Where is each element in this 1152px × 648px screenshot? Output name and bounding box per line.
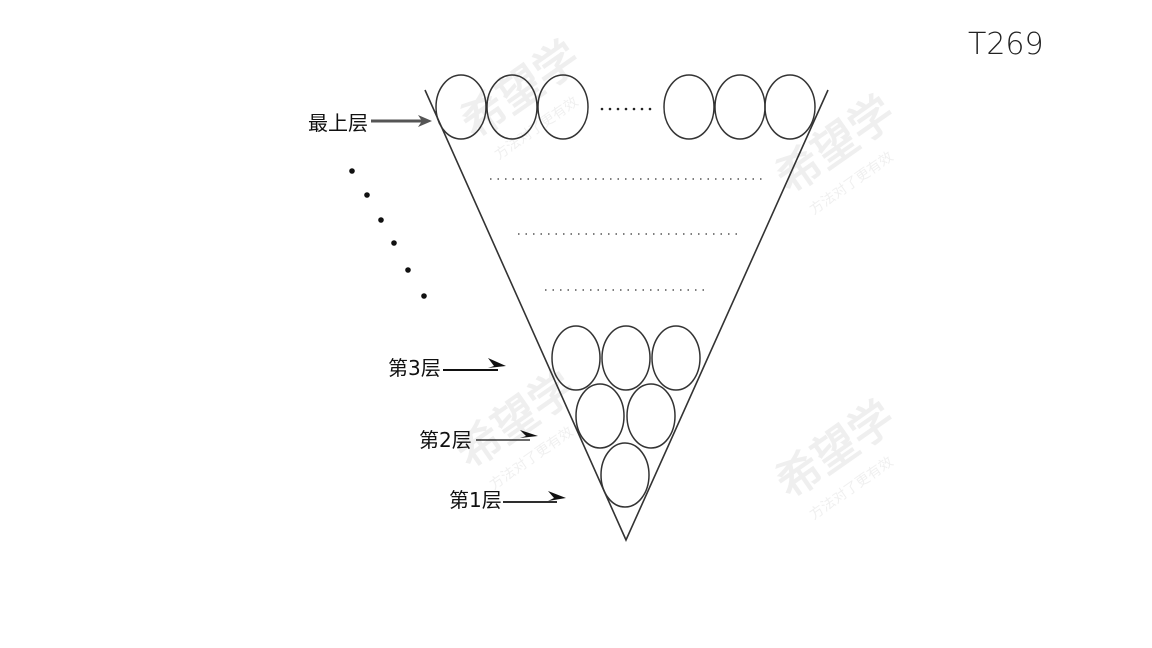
ball [626, 383, 676, 449]
ball [551, 325, 601, 391]
label-layer2-group: 第2层 [419, 428, 538, 452]
layer1-circles [600, 442, 650, 508]
top-row-ellipsis [600, 107, 652, 111]
ball [663, 74, 715, 140]
ball [435, 74, 487, 140]
top-row-circles [435, 74, 816, 140]
watermark-right-top: 希望学 方法对了更有效 [767, 87, 904, 219]
arrow-right-icon [548, 491, 566, 501]
label-layer1: 第1层 [449, 488, 502, 512]
inverted-triangle [424, 89, 829, 542]
ball [651, 325, 701, 391]
ball [714, 74, 766, 140]
layer-continuation-dots [349, 168, 427, 299]
label-layer2: 第2层 [419, 428, 472, 452]
label-top: 最上层 [308, 111, 368, 135]
label-top-group: 最上层 [308, 111, 432, 135]
arrow-right-icon [418, 115, 432, 127]
watermark-top: 希望学 方法对了更有效 [452, 32, 589, 164]
ball [600, 442, 650, 508]
ball [575, 383, 625, 449]
label-layer1-group: 第1层 [449, 488, 566, 512]
middle-dotted-rows [490, 178, 766, 291]
arrow-right-icon [520, 430, 538, 438]
label-layer3-group: 第3层 [388, 356, 506, 380]
layer2-circles [575, 383, 676, 449]
handwritten-annotation: T269 [968, 27, 1044, 62]
layer3-circles [551, 325, 701, 391]
watermark-right-bottom: 希望学 方法对了更有效 [767, 392, 904, 524]
label-layer3: 第3层 [388, 356, 441, 380]
arrow-right-icon [488, 358, 506, 368]
ball [601, 325, 651, 391]
ball [764, 74, 816, 140]
ball [486, 74, 538, 140]
ball [537, 74, 589, 140]
